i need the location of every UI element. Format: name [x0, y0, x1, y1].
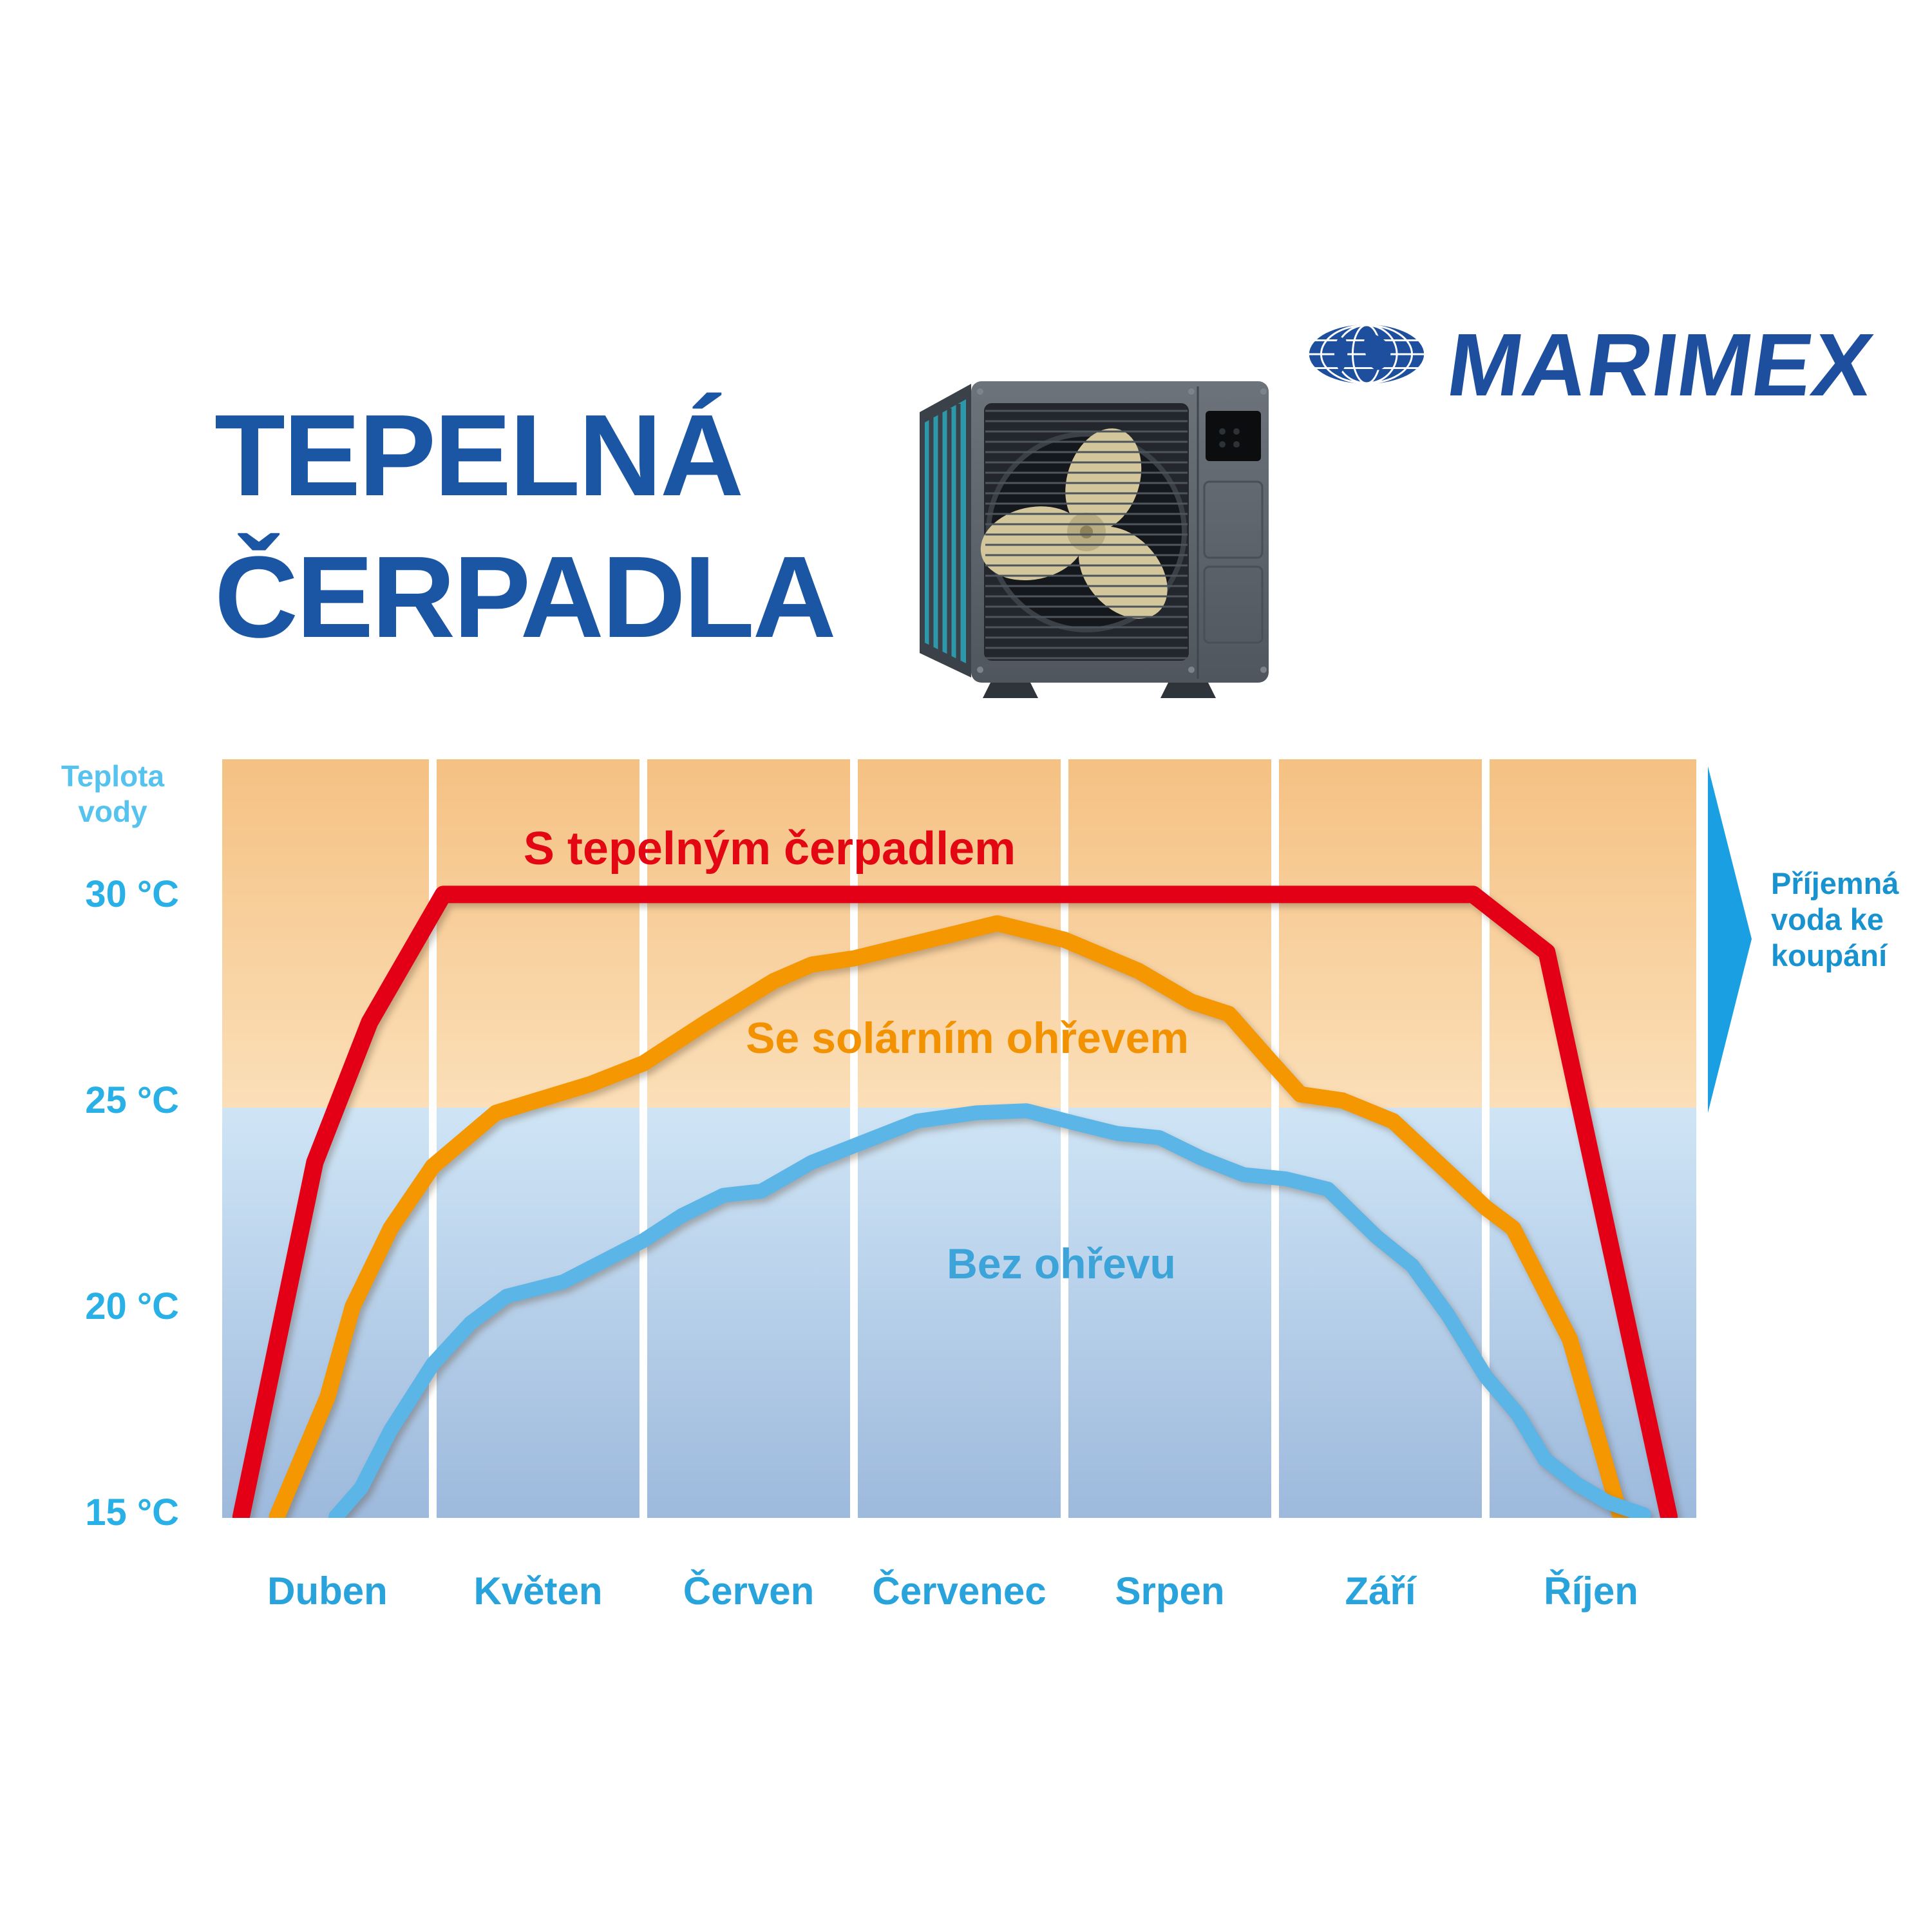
page-title-line2: ČERPADLA: [214, 533, 837, 662]
series-label-heat-pump: S tepelným čerpadlem: [523, 823, 1016, 875]
x-tick-září: Září: [1345, 1569, 1416, 1613]
brand-logo-text: MARIMEX: [1441, 316, 1880, 415]
month-gridline: [1271, 759, 1279, 1518]
month-gridline: [429, 759, 437, 1518]
temperature-chart: [222, 759, 1696, 1518]
x-tick-květen: Květen: [473, 1569, 603, 1613]
annotation-line3: koupání: [1771, 938, 1888, 972]
y-axis-title-line2: vody: [78, 795, 147, 828]
page-title-line1: TEPELNÁ: [214, 391, 744, 520]
y-axis-title-line1: Teplota: [61, 759, 165, 793]
x-tick-říjen: Říjen: [1544, 1569, 1638, 1613]
series-label-no-heating: Bez ohřevu: [947, 1240, 1176, 1287]
y-tick-30: 30 °C: [85, 873, 179, 915]
curve-bez-oh-evu: [328, 1103, 1651, 1518]
x-tick-duben: Duben: [267, 1569, 388, 1613]
curve-se-sol-rn-m-oh-evem: [269, 915, 1629, 1518]
chart-curves: [232, 759, 1678, 1518]
arrow-right-icon: [1708, 766, 1752, 1113]
y-tick-25: 25 °C: [85, 1079, 179, 1121]
annotation-pleasant-water: Příjemná voda ke koupání: [1771, 866, 1899, 974]
month-gridline: [1482, 759, 1490, 1518]
y-tick-20: 20 °C: [85, 1285, 179, 1327]
series-label-solar: Se solárním ohřevem: [746, 1014, 1189, 1063]
curve-s-tepeln-m-erpadlem: [232, 886, 1678, 1518]
annotation-line1: Příjemná: [1771, 866, 1899, 900]
x-tick-srpen: Srpen: [1115, 1569, 1225, 1613]
page-title: TEPELNÁ ČERPADLA: [214, 385, 837, 668]
y-tick-15: 15 °C: [85, 1491, 179, 1533]
annotation-line2: voda ke: [1771, 902, 1884, 936]
month-gridline: [1061, 759, 1068, 1518]
heat-pump-image: [920, 381, 1269, 698]
marimex-globe-icon: [1309, 324, 1425, 384]
y-axis-title: Teplota vody: [39, 759, 187, 829]
month-gridline: [639, 759, 647, 1518]
x-tick-červenec: Červenec: [872, 1569, 1046, 1613]
x-tick-červen: Červen: [683, 1569, 815, 1613]
